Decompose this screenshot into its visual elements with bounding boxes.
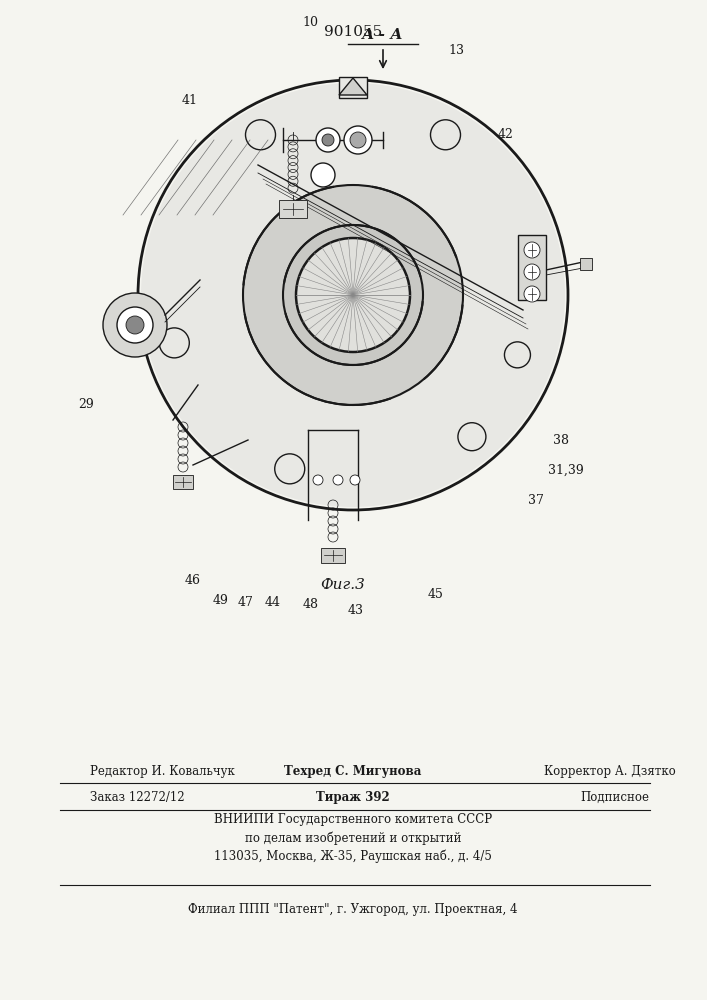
Text: Подписное: Подписное [580, 790, 649, 804]
Text: ВНИИПИ Государственного комитета СССР: ВНИИПИ Государственного комитета СССР [214, 814, 492, 826]
Circle shape [458, 423, 486, 451]
Bar [518, 235, 546, 300]
Text: 45: 45 [428, 588, 444, 601]
Circle shape [505, 342, 530, 368]
Text: 113035, Москва, Ж-35, Раушская наб., д. 4/5: 113035, Москва, Ж-35, Раушская наб., д. … [214, 849, 492, 863]
Circle shape [283, 225, 423, 365]
Circle shape [333, 475, 343, 485]
Circle shape [245, 120, 276, 150]
Text: Фиг.3: Фиг.3 [320, 578, 366, 592]
Text: 10: 10 [302, 15, 318, 28]
Circle shape [350, 475, 360, 485]
Text: 46: 46 [185, 574, 201, 586]
Text: 48: 48 [303, 598, 319, 611]
Circle shape [322, 134, 334, 146]
Text: 29: 29 [78, 398, 94, 412]
Text: 37: 37 [528, 493, 544, 506]
Text: по делам изобретений и открытий: по делам изобретений и открытий [245, 831, 461, 845]
Circle shape [524, 242, 540, 258]
Circle shape [350, 132, 366, 148]
Circle shape [117, 307, 153, 343]
Text: 31,39: 31,39 [548, 464, 584, 477]
Circle shape [243, 185, 463, 405]
Circle shape [316, 128, 340, 152]
Circle shape [159, 328, 189, 358]
Circle shape [141, 83, 565, 507]
Text: Техред С. Мигунова: Техред С. Мигунова [284, 766, 421, 778]
Text: 38: 38 [553, 434, 569, 446]
Text: 901055: 901055 [324, 25, 382, 39]
Circle shape [103, 293, 167, 357]
Text: 42: 42 [498, 128, 514, 141]
Circle shape [126, 316, 144, 334]
Bar [279, 200, 307, 218]
Circle shape [524, 286, 540, 302]
Circle shape [311, 163, 335, 187]
Text: 13: 13 [448, 43, 464, 56]
Bar [339, 77, 367, 98]
Circle shape [431, 120, 460, 150]
Circle shape [313, 475, 323, 485]
Text: Корректор А. Дзятко: Корректор А. Дзятко [544, 766, 676, 778]
Text: Филиал ППП "Патент", г. Ужгород, ул. Проектная, 4: Филиал ППП "Патент", г. Ужгород, ул. Про… [188, 904, 518, 916]
Circle shape [296, 238, 410, 352]
Polygon shape [339, 78, 367, 95]
Text: 49: 49 [213, 593, 229, 606]
Text: 47: 47 [238, 596, 254, 609]
Text: 44: 44 [265, 596, 281, 609]
Text: 43: 43 [348, 603, 364, 616]
Circle shape [275, 454, 305, 484]
Bar [173, 475, 193, 489]
Text: Заказ 12272/12: Заказ 12272/12 [90, 790, 185, 804]
Circle shape [344, 126, 372, 154]
Circle shape [524, 264, 540, 280]
Text: 41: 41 [182, 94, 198, 106]
Text: Редактор И. Ковальчук: Редактор И. Ковальчук [90, 766, 235, 778]
Bar [321, 548, 345, 563]
Text: Тираж 392: Тираж 392 [316, 790, 390, 804]
Text: А - А: А - А [362, 28, 404, 42]
Bar [580, 258, 592, 270]
